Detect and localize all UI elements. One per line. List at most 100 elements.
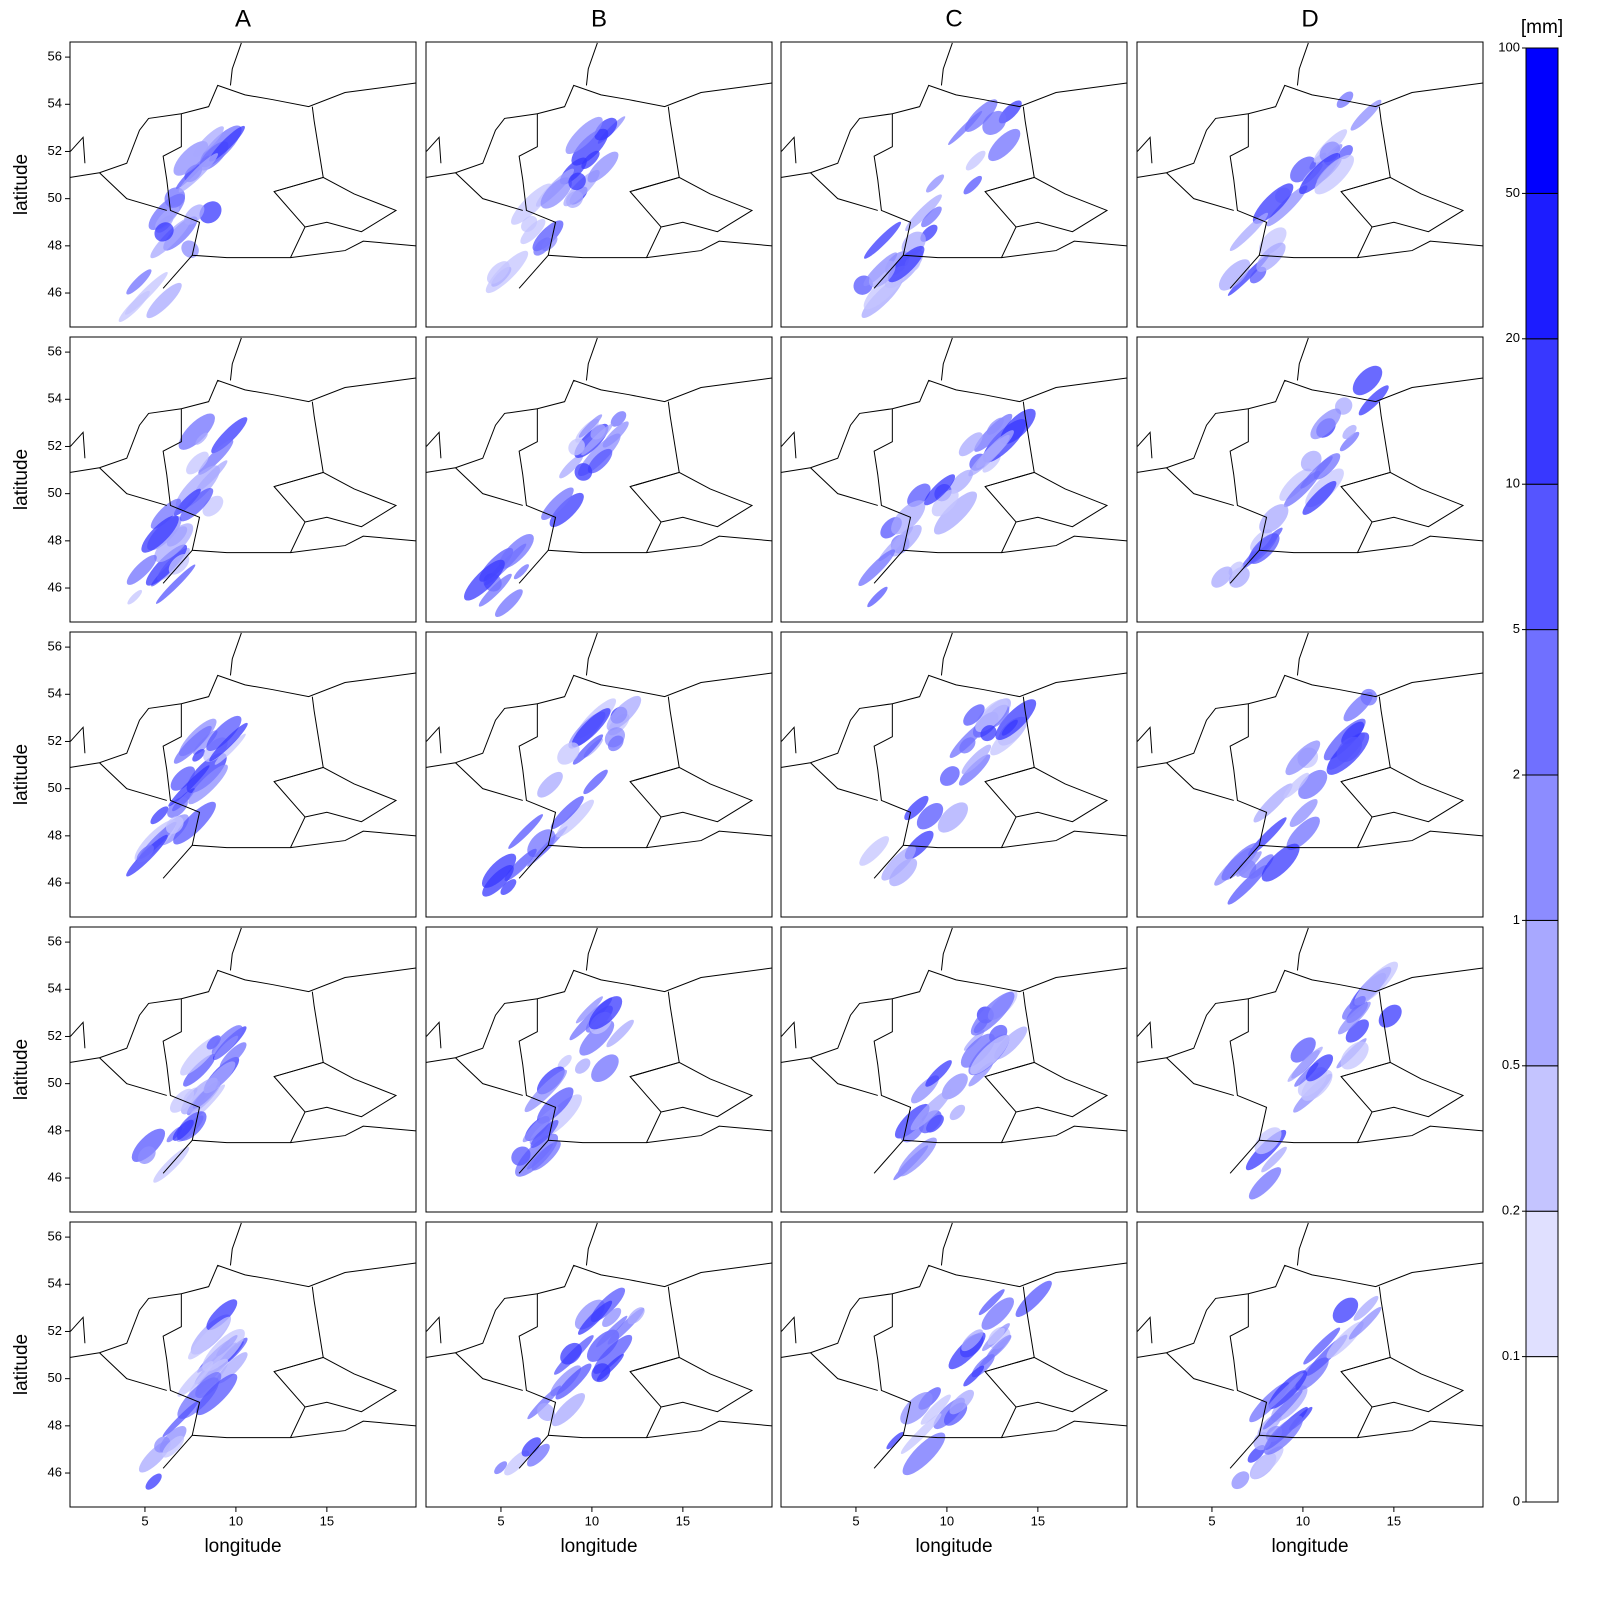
precip-area xyxy=(541,487,574,521)
precip-area xyxy=(1256,242,1286,272)
precip-area xyxy=(513,564,529,580)
precip-area xyxy=(606,1019,634,1048)
precip-area xyxy=(1343,692,1373,722)
precip-area xyxy=(193,126,224,157)
border-line xyxy=(984,1061,1109,1118)
precip-area xyxy=(511,1146,531,1166)
precip-area xyxy=(209,125,245,162)
colorbar-band xyxy=(1525,192,1559,340)
border-line xyxy=(290,1125,416,1144)
precip-area xyxy=(495,589,523,617)
colorbar-tick-label: 1 xyxy=(1513,912,1520,927)
panel-frame xyxy=(780,631,1128,918)
y-tick-label: 56 xyxy=(48,49,62,64)
precip-area xyxy=(931,489,959,517)
precip-area xyxy=(1261,843,1300,882)
colorbar-band xyxy=(1525,629,1559,776)
precip-area xyxy=(864,221,902,259)
precip-area xyxy=(522,1106,559,1143)
map-panel xyxy=(781,1222,1127,1476)
precip-area xyxy=(1262,1389,1303,1430)
precip-area xyxy=(900,1413,942,1454)
border-line xyxy=(1001,535,1127,554)
border-line xyxy=(1137,431,1153,459)
precip-area xyxy=(891,500,926,535)
border-line xyxy=(1357,240,1483,259)
panel-frame xyxy=(1136,336,1484,623)
precip-area xyxy=(916,803,944,830)
precip-area xyxy=(150,806,169,825)
precip-area xyxy=(963,704,985,726)
colorbar-band xyxy=(1525,774,1559,921)
precip-area xyxy=(897,1137,937,1177)
panel-frame xyxy=(425,336,773,623)
map-panel xyxy=(70,1222,416,1490)
precip-area xyxy=(1248,533,1280,565)
precip-area xyxy=(1348,1306,1382,1340)
border-line xyxy=(99,467,167,506)
border-line xyxy=(70,82,416,178)
precip-area xyxy=(1253,783,1293,823)
border-line xyxy=(810,467,878,506)
precip-area xyxy=(921,206,942,228)
border-line xyxy=(1137,82,1483,178)
border-line xyxy=(984,1356,1109,1413)
precip-area xyxy=(1339,431,1360,452)
border-line xyxy=(585,927,598,971)
precip-area xyxy=(555,1363,592,1400)
y-tick-label: 48 xyxy=(48,1122,62,1137)
precip-area xyxy=(537,771,563,798)
border-line xyxy=(426,672,772,768)
y-tick-label: 52 xyxy=(48,438,62,453)
border-line xyxy=(518,401,680,554)
border-line xyxy=(518,1434,549,1469)
colorbar-tick-label: 50 xyxy=(1506,185,1520,200)
precip-area xyxy=(571,128,609,166)
border-line xyxy=(290,1420,416,1439)
x-axis-label: longitude xyxy=(1271,1536,1348,1557)
colorbar-band xyxy=(1525,919,1559,1067)
panel-frame xyxy=(780,926,1128,1213)
y-tick-label: 54 xyxy=(48,686,62,701)
border-line xyxy=(99,762,167,801)
precip-area xyxy=(199,201,222,224)
precip-area xyxy=(889,858,918,887)
precip-area xyxy=(1336,736,1363,763)
precip-area xyxy=(1263,1372,1304,1414)
precip-area xyxy=(961,744,992,775)
border-line xyxy=(290,535,416,554)
precip-area xyxy=(195,460,228,493)
precip-area xyxy=(1341,721,1365,745)
panel-frame xyxy=(1136,926,1484,1213)
border-line xyxy=(1166,1057,1234,1096)
border-line xyxy=(873,549,904,584)
colorbar-tick-label: 10 xyxy=(1506,476,1520,491)
map-panel xyxy=(781,42,1127,318)
precip-area xyxy=(500,879,517,895)
precip-area xyxy=(1252,183,1294,224)
border-line xyxy=(1166,172,1234,211)
precip-area xyxy=(982,110,1007,135)
border-line xyxy=(1137,1262,1483,1358)
precip-area xyxy=(137,1146,156,1164)
precip-area xyxy=(1302,481,1337,515)
precip-area xyxy=(556,799,594,838)
precip-area xyxy=(173,488,201,516)
precip-area xyxy=(183,1054,216,1087)
precip-area xyxy=(1358,385,1389,416)
precip-area xyxy=(167,797,188,818)
precip-area xyxy=(551,1393,586,1427)
y-tick-label: 52 xyxy=(48,1028,62,1043)
precip-area xyxy=(1285,740,1321,776)
precip-area xyxy=(1342,424,1357,440)
border-line xyxy=(1296,1222,1309,1266)
border-line xyxy=(426,726,442,754)
border-line xyxy=(585,1222,598,1266)
precip-area xyxy=(499,534,534,569)
colorbar-band xyxy=(1525,338,1559,485)
y-tick-label: 46 xyxy=(48,874,62,889)
panel-frame xyxy=(69,1221,417,1508)
colorbar-tick-label: 100 xyxy=(1498,39,1520,54)
precip-area xyxy=(1300,450,1322,472)
